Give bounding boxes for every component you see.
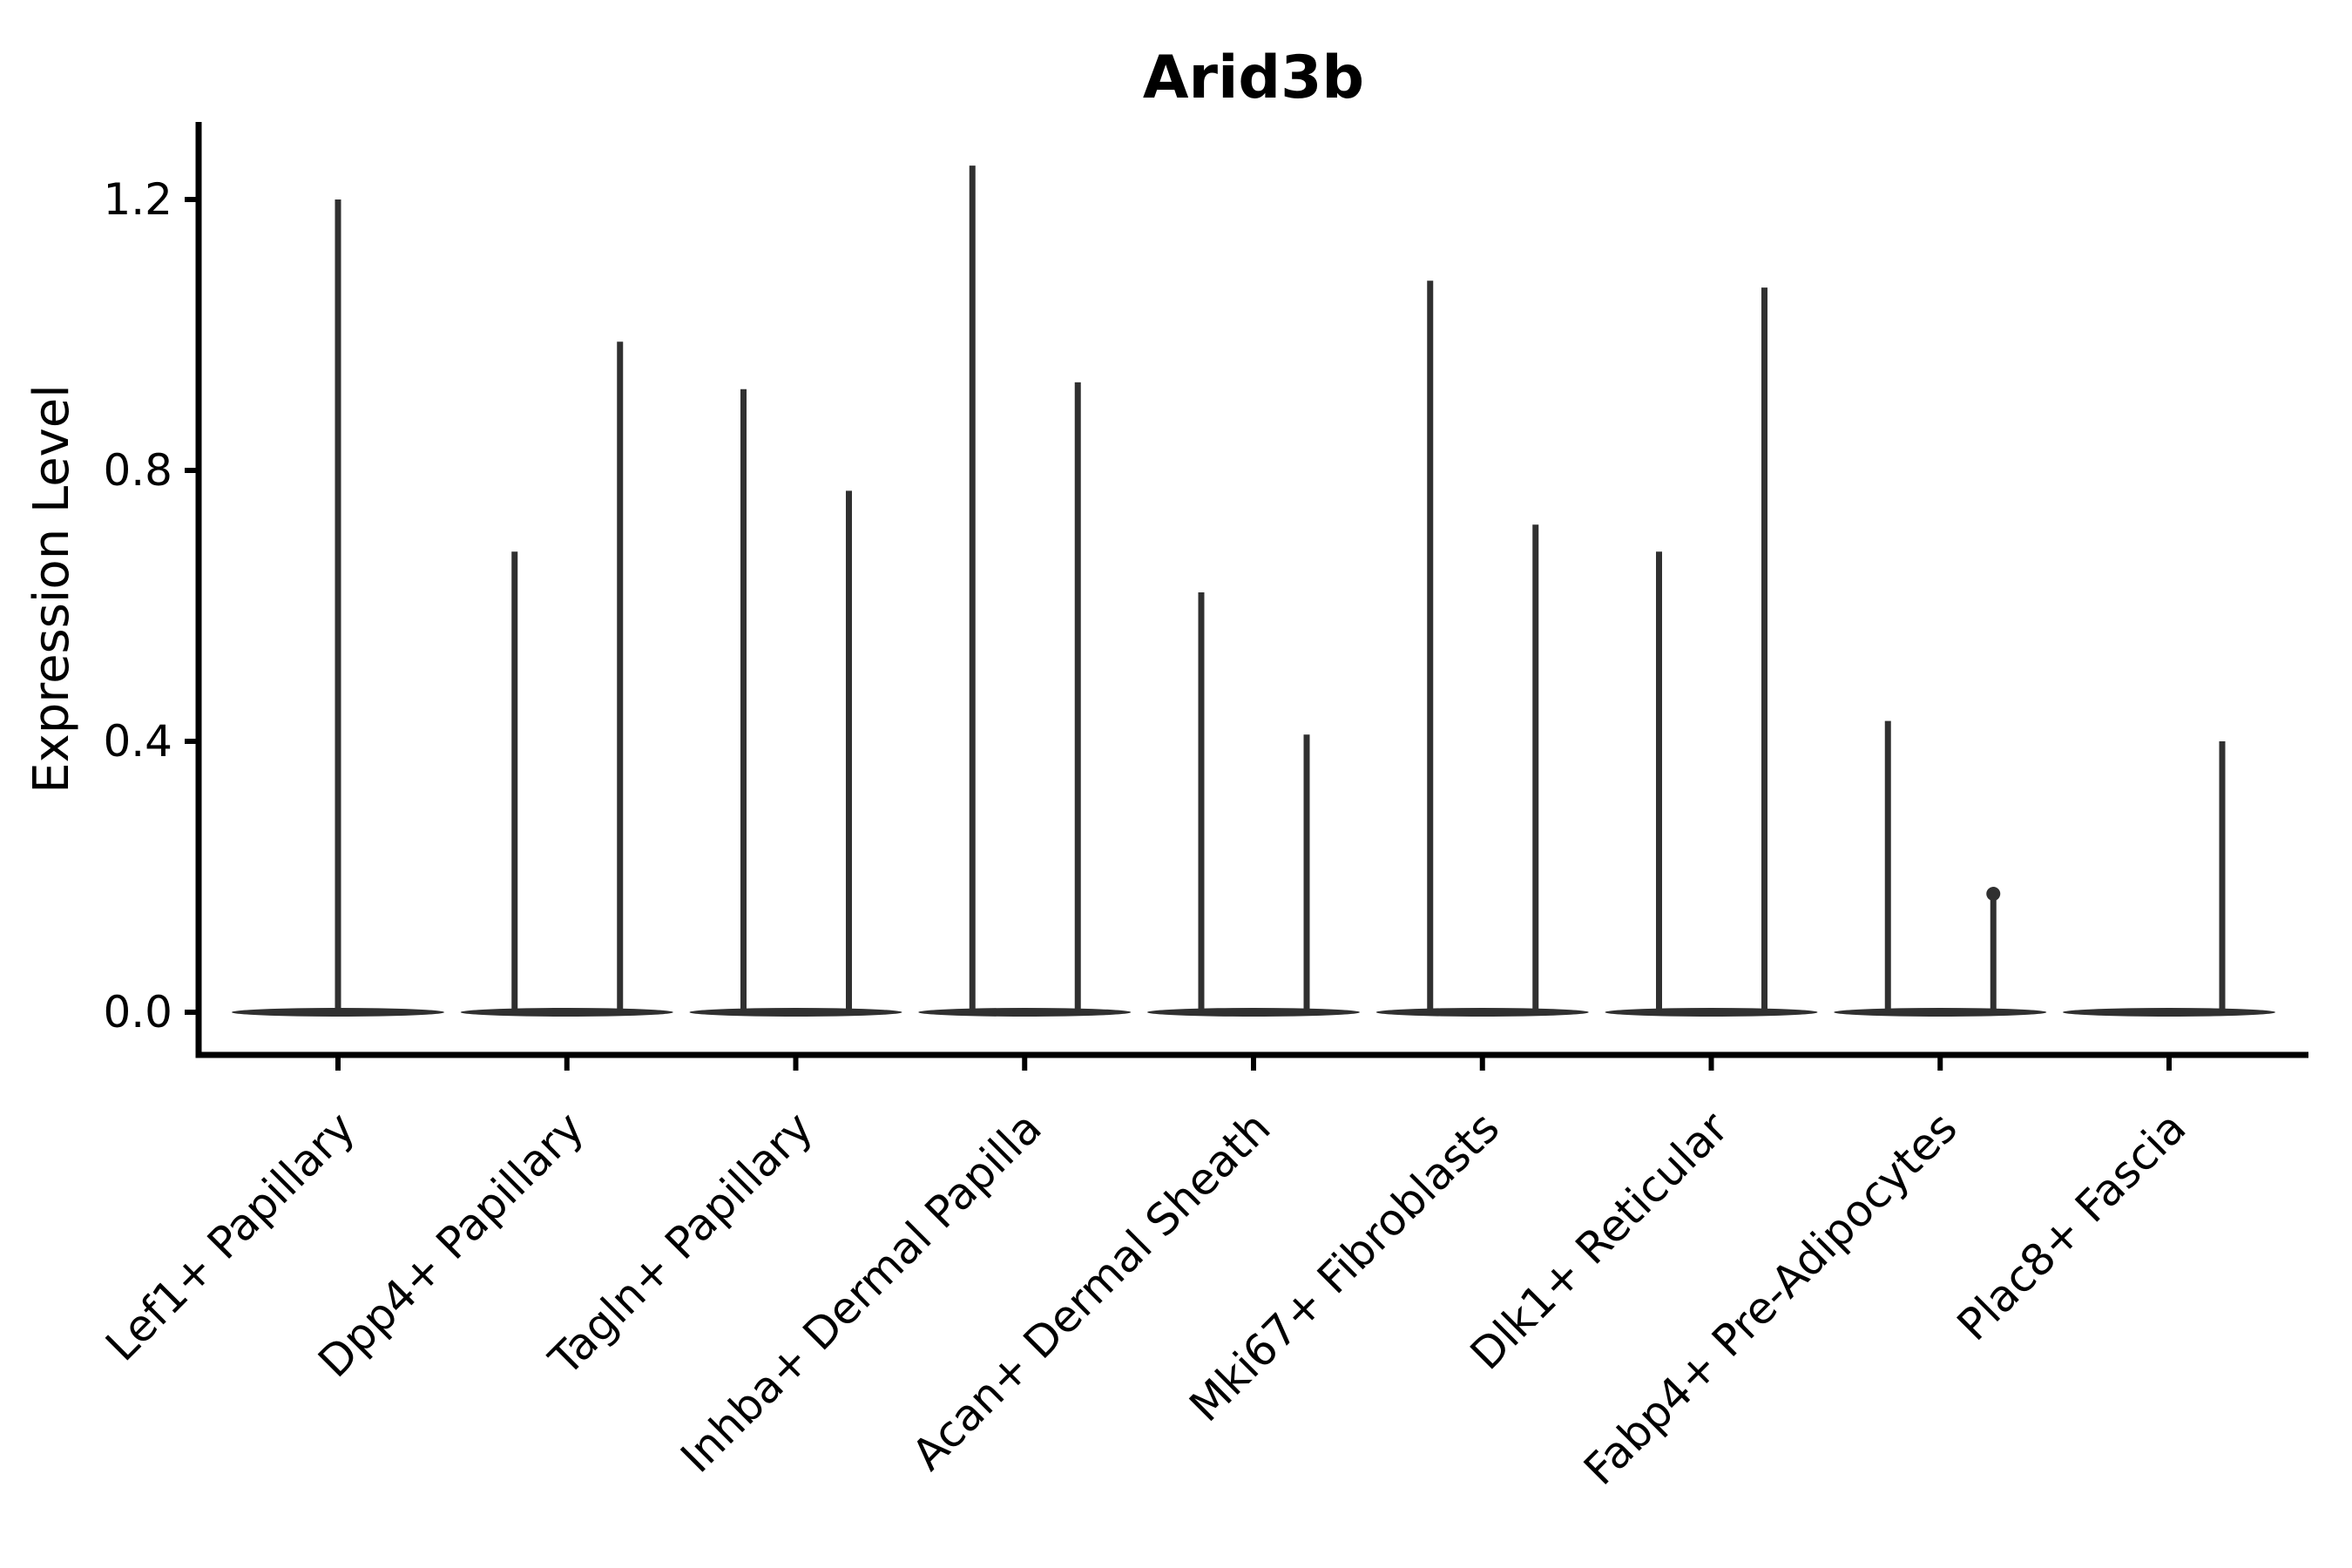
- violin: [1605, 287, 1818, 1017]
- x-tick-label: Fabp4+ Pre-Adipocytes: [1574, 1102, 1967, 1495]
- violin: [2063, 741, 2275, 1017]
- violin: [1147, 591, 1360, 1017]
- axes: 0.0 0.4 0.8 1.2: [103, 122, 2308, 1071]
- violin: [1375, 280, 1589, 1017]
- chart-title: Arid3b: [1143, 44, 1364, 112]
- violin-body: [1605, 1008, 1818, 1017]
- violin-body: [1834, 1008, 2047, 1017]
- y-tick-label: 1.2: [103, 174, 172, 225]
- violin: [918, 166, 1132, 1017]
- violin: [689, 389, 902, 1017]
- violin-body: [460, 1008, 673, 1017]
- x-tick-label: Inhba+ Dermal Papilla: [671, 1102, 1051, 1482]
- violin: [232, 199, 444, 1017]
- violins: [232, 166, 2275, 1017]
- x-tick-label: Plac8+ Fascia: [1948, 1102, 2196, 1350]
- y-tick-label: 0.4: [103, 716, 172, 767]
- y-tick-label: 0.8: [103, 445, 172, 496]
- violin-body: [689, 1008, 902, 1017]
- y-axis-label: Expression Level: [24, 384, 80, 794]
- violin: [1834, 720, 2047, 1017]
- violin-body: [2063, 1008, 2275, 1017]
- x-tick-label: Lef1+ Papillary: [96, 1102, 364, 1370]
- y-tick-label: 0.0: [103, 987, 172, 1037]
- violin-body: [1147, 1008, 1360, 1017]
- violin: [460, 341, 673, 1017]
- violin-spike-cap: [1986, 887, 2001, 902]
- violin-body: [918, 1008, 1132, 1017]
- violin-body: [1375, 1008, 1589, 1017]
